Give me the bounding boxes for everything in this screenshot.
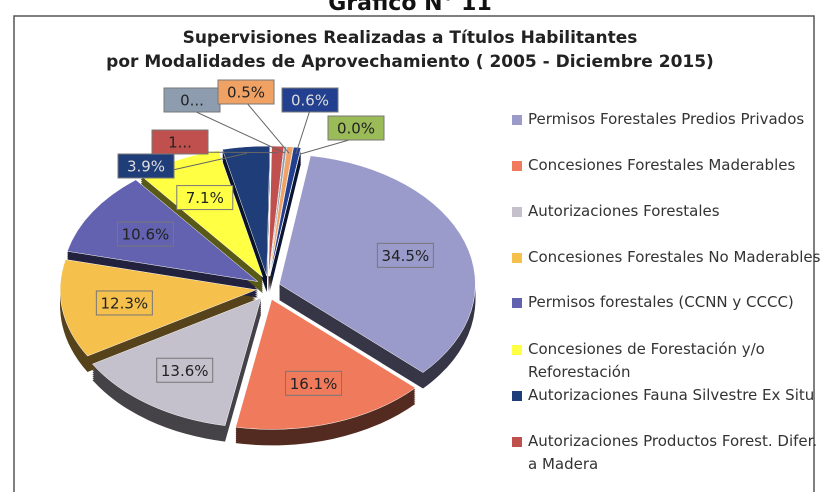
legend-swatch xyxy=(512,253,522,263)
slice xyxy=(59,259,258,357)
legend-swatch xyxy=(512,207,522,217)
slice xyxy=(235,299,416,430)
legend-entry: Concesiones de Forestación y/o Reforesta… xyxy=(512,338,826,384)
chart-header: Gráfico N° 11 xyxy=(328,0,492,16)
legend-entry: Autorizaciones Forestales xyxy=(512,200,826,223)
slice-side xyxy=(269,157,301,287)
label-box xyxy=(176,185,234,211)
legend-swatch xyxy=(512,298,522,308)
legend-label: Concesiones Forestales No Maderables xyxy=(528,248,821,266)
data-label: 1... xyxy=(168,134,192,152)
slice xyxy=(269,146,294,277)
data-label: 0.6% xyxy=(291,92,329,110)
leader-line xyxy=(295,109,311,155)
label-box xyxy=(156,357,214,383)
label-box xyxy=(117,153,175,179)
label-box xyxy=(163,87,221,113)
legend-entry: Autorizaciones Productos Forest. Difer. … xyxy=(512,430,826,476)
label-box xyxy=(281,87,339,113)
slice-side xyxy=(269,153,301,283)
slice-side xyxy=(269,161,301,291)
label-box xyxy=(151,129,209,155)
data-label: 3.9% xyxy=(127,158,165,176)
data-label: 7.1% xyxy=(186,189,224,207)
frame xyxy=(13,15,815,492)
label-box xyxy=(217,79,275,105)
legend-entry: Permisos Forestales Predios Privados xyxy=(512,108,826,131)
data-label: 12.3% xyxy=(101,294,149,312)
data-label: 0... xyxy=(180,92,204,110)
chart-subtitle: por Modalidades de Aprovechamiento ( 200… xyxy=(106,52,714,72)
label-box xyxy=(95,290,153,316)
legend-swatch xyxy=(512,391,522,401)
legend-label: Permisos forestales (CCNN y CCCC) xyxy=(528,293,794,311)
legend-label: Autorizaciones Forestales xyxy=(528,202,720,220)
data-label: 16.1% xyxy=(290,375,338,393)
slice-side xyxy=(269,155,301,285)
label-box xyxy=(376,242,434,268)
leader-line xyxy=(299,137,357,155)
legend-swatch xyxy=(512,437,522,447)
chart-title: Supervisiones Realizadas a Títulos Habil… xyxy=(183,28,638,48)
legend-swatch xyxy=(512,115,522,125)
label-box xyxy=(285,370,343,396)
data-label: 0.5% xyxy=(227,84,265,102)
label-box xyxy=(327,115,385,141)
slice xyxy=(268,146,288,277)
slice-side xyxy=(269,163,301,293)
legend-label: Permisos Forestales Predios Privados xyxy=(528,110,805,128)
legend-swatch xyxy=(512,161,522,171)
leader-line xyxy=(191,109,286,154)
legend-entry: Concesiones Forestales No Maderables xyxy=(512,246,826,269)
data-label: 0.0% xyxy=(337,120,375,138)
legend-entry: Autorizaciones Fauna Silvestre Ex Situ xyxy=(512,384,826,407)
data-label: 13.6% xyxy=(161,362,209,380)
data-label: 34.5% xyxy=(382,247,430,265)
legend-label: Autorizaciones Fauna Silvestre Ex Situ xyxy=(528,386,815,404)
legend-label: Concesiones de Forestación y/o Reforesta… xyxy=(528,340,765,381)
slice-side xyxy=(269,151,301,281)
slice-side xyxy=(269,159,301,289)
legend-swatch xyxy=(512,345,522,355)
legend-entry: Concesiones Forestales Maderables xyxy=(512,154,826,177)
legend-label: Concesiones Forestales Maderables xyxy=(528,156,796,174)
data-label: 10.6% xyxy=(122,226,170,244)
slice xyxy=(269,147,302,277)
leader-line xyxy=(245,101,290,154)
legend-entry: Permisos forestales (CCNN y CCCC) xyxy=(512,291,826,314)
legend-label: Autorizaciones Productos Forest. Difer. … xyxy=(528,432,818,473)
label-box xyxy=(116,221,174,247)
